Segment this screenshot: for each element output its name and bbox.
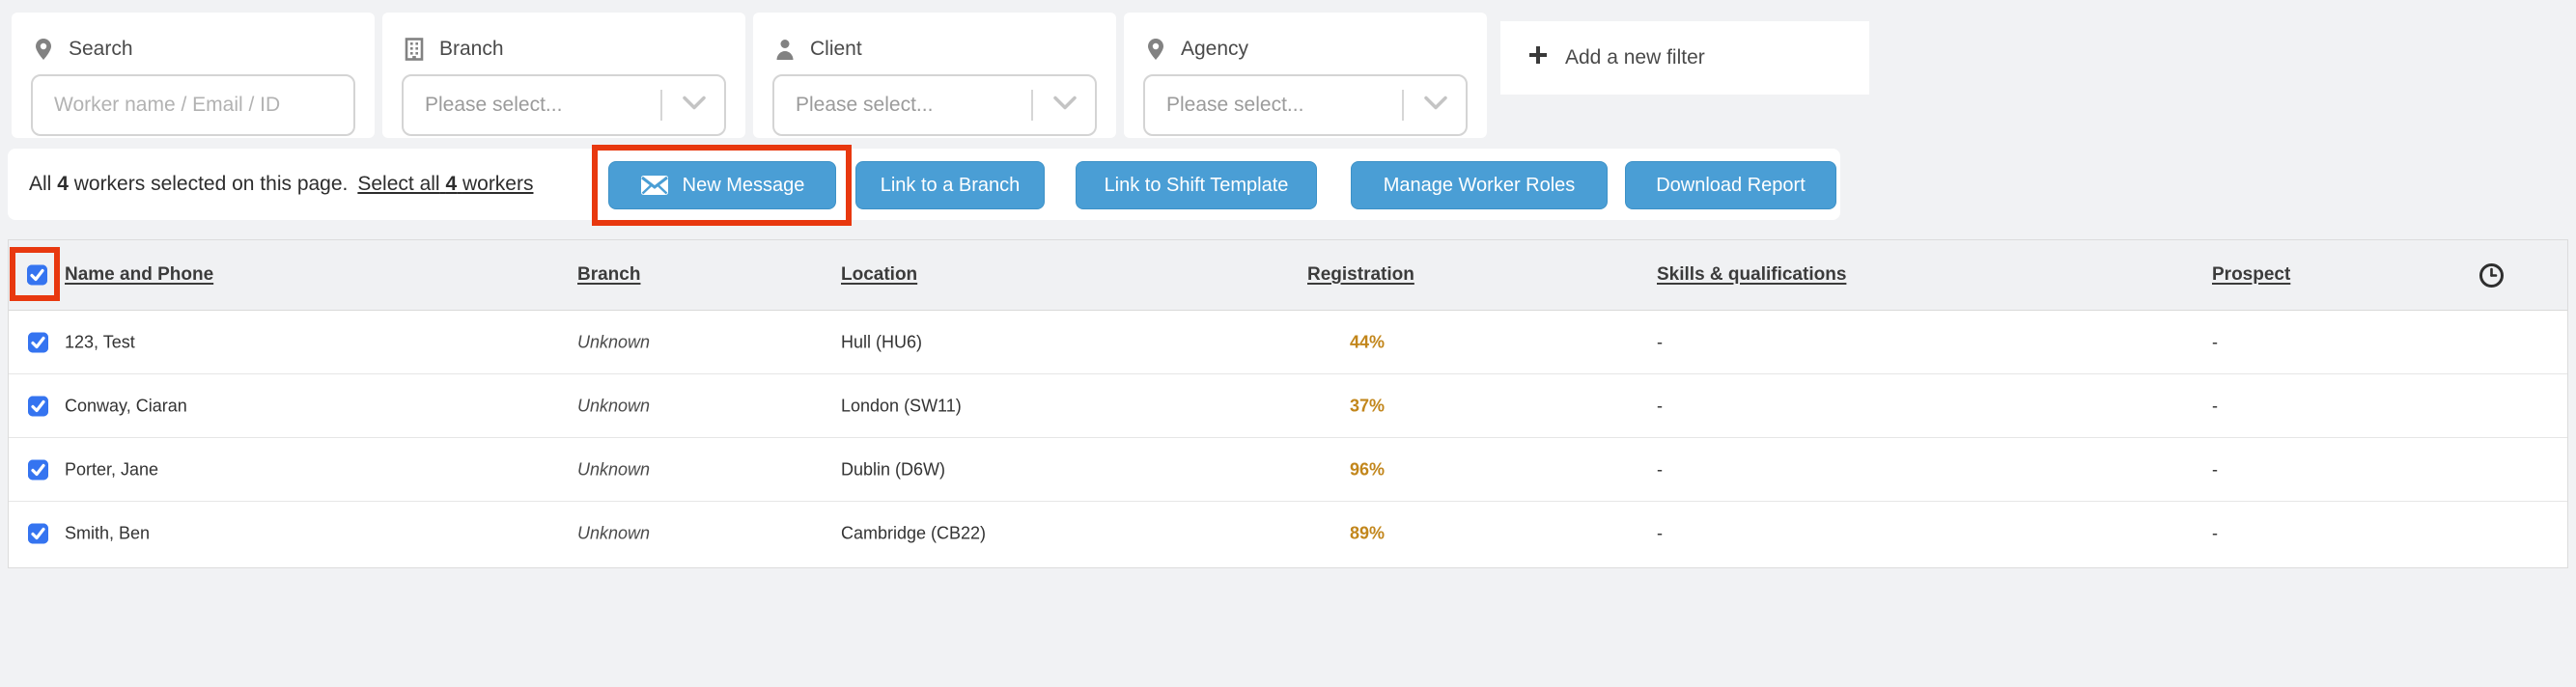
table-row: Conway, Ciaran Unknown London (SW11) 37%… <box>9 374 2567 438</box>
header-skills-qualifications[interactable]: Skills & qualifications <box>1657 264 1847 285</box>
cell-name: Conway, Ciaran <box>65 396 187 415</box>
cell-registration: 96% <box>1349 459 1386 479</box>
cell-skills: - <box>1657 523 1663 543</box>
client-select[interactable]: Please select... <box>772 74 1097 136</box>
filter-card-branch: Branch Please select... <box>382 13 745 138</box>
table-header-row: Name and Phone Branch Location Registrat… <box>9 240 2567 311</box>
cell-name: Porter, Jane <box>65 459 159 479</box>
envelope-icon <box>640 175 669 196</box>
cell-branch: Unknown <box>577 523 651 543</box>
header-name-and-phone[interactable]: Name and Phone <box>65 264 214 285</box>
filter-card-client: Client Please select... <box>753 13 1116 138</box>
cell-location: Cambridge (CB22) <box>841 523 987 543</box>
branch-select[interactable]: Please select... <box>402 74 726 136</box>
person-icon <box>774 38 796 61</box>
select-divider <box>1402 90 1404 121</box>
select-all-checkbox[interactable] <box>27 264 47 286</box>
search-input[interactable] <box>31 74 355 136</box>
filter-label-client: Client <box>774 38 862 61</box>
cell-location: Dublin (D6W) <box>841 459 946 479</box>
cell-prospect: - <box>2212 332 2218 351</box>
row-checkbox[interactable] <box>28 332 48 352</box>
cell-branch: Unknown <box>577 459 651 479</box>
workers-table: Name and Phone Branch Location Registrat… <box>8 239 2568 568</box>
pin-icon <box>33 38 54 61</box>
new-message-button[interactable]: New Message <box>608 161 836 209</box>
row-checkbox[interactable] <box>28 459 48 480</box>
chevron-down-icon <box>682 96 707 116</box>
plus-icon <box>1527 44 1549 71</box>
cell-location: London (SW11) <box>841 396 962 415</box>
chevron-down-icon <box>1423 96 1448 116</box>
select-divider <box>660 90 662 121</box>
select-all-workers-link[interactable]: Select all 4 workers <box>357 173 534 195</box>
manage-worker-roles-button[interactable]: Manage Worker Roles <box>1351 161 1608 209</box>
header-registration[interactable]: Registration <box>1307 264 1414 285</box>
filter-card-search: Search <box>12 13 375 138</box>
table-row: 123, Test Unknown Hull (HU6) 44% - - <box>9 311 2567 374</box>
cell-registration: 89% <box>1349 523 1386 543</box>
cell-registration: 44% <box>1349 332 1386 351</box>
cell-registration: 37% <box>1349 396 1386 415</box>
add-new-filter-button[interactable]: Add a new filter <box>1500 21 1869 95</box>
agency-select[interactable]: Please select... <box>1143 74 1468 136</box>
filter-card-agency: Agency Please select... <box>1124 13 1487 138</box>
download-report-button[interactable]: Download Report <box>1625 161 1836 209</box>
link-to-branch-button[interactable]: Link to a Branch <box>855 161 1045 209</box>
header-prospect[interactable]: Prospect <box>2212 264 2291 285</box>
selected-count: 4 <box>57 173 69 195</box>
cell-branch: Unknown <box>577 332 651 351</box>
filter-label-branch: Branch <box>404 38 504 61</box>
cell-skills: - <box>1657 459 1663 479</box>
cell-branch: Unknown <box>577 396 651 415</box>
cell-prospect: - <box>2212 523 2218 543</box>
pin-icon <box>1145 38 1166 61</box>
row-checkbox[interactable] <box>28 523 48 544</box>
cell-prospect: - <box>2212 459 2218 479</box>
selection-action-bar: All 4 workers selected on this page. Sel… <box>8 149 1840 220</box>
filter-label-agency: Agency <box>1145 38 1248 61</box>
select-divider <box>1031 90 1033 121</box>
table-row: Porter, Jane Unknown Dublin (D6W) 96% - … <box>9 438 2567 502</box>
cell-location: Hull (HU6) <box>841 332 923 351</box>
link-to-shift-template-button[interactable]: Link to Shift Template <box>1076 161 1317 209</box>
row-checkbox[interactable] <box>28 396 48 416</box>
cell-skills: - <box>1657 332 1663 351</box>
filter-label-search: Search <box>33 38 133 61</box>
selection-summary: All 4 workers selected on this page. Sel… <box>29 173 534 195</box>
clock-icon[interactable] <box>2478 262 2505 293</box>
cell-prospect: - <box>2212 396 2218 415</box>
cell-name: 123, Test <box>65 332 135 351</box>
header-branch[interactable]: Branch <box>577 264 641 285</box>
chevron-down-icon <box>1052 96 1078 116</box>
table-row: Smith, Ben Unknown Cambridge (CB22) 89% … <box>9 502 2567 565</box>
header-location[interactable]: Location <box>841 264 918 285</box>
cell-name: Smith, Ben <box>65 523 151 543</box>
cell-skills: - <box>1657 396 1663 415</box>
building-icon <box>404 38 425 61</box>
